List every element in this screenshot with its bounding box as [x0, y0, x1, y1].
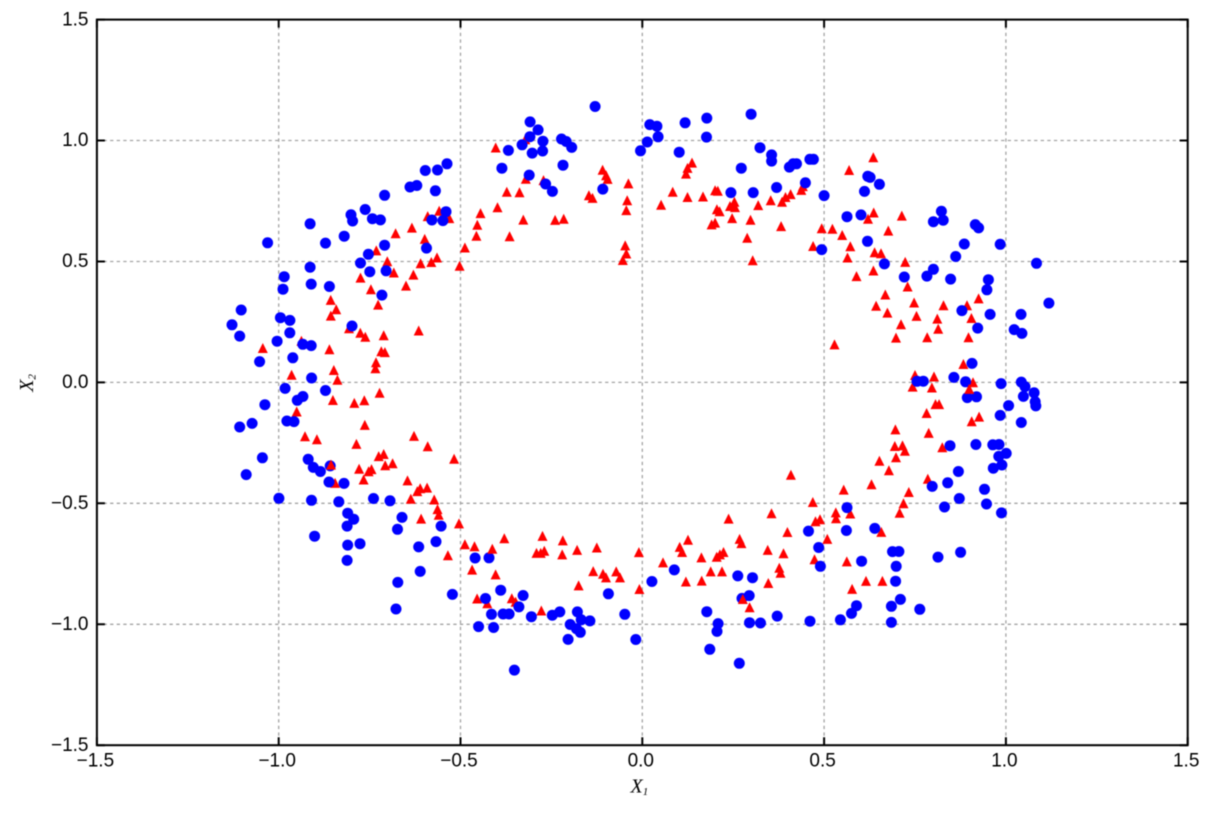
svg-text:0.5: 0.5 — [809, 751, 835, 772]
svg-text:−0.5: −0.5 — [440, 751, 478, 772]
svg-text:−1.0: −1.0 — [258, 751, 296, 772]
svg-text:−1.5: −1.5 — [51, 735, 89, 756]
svg-text:1.0: 1.0 — [62, 130, 88, 151]
svg-text:0.0: 0.0 — [62, 372, 88, 393]
svg-text:−1.0: −1.0 — [51, 614, 89, 635]
svg-text:0.0: 0.0 — [628, 751, 654, 772]
svg-text:1.5: 1.5 — [1173, 751, 1199, 772]
svg-text:−1.5: −1.5 — [77, 751, 115, 772]
svg-text:−0.5: −0.5 — [51, 493, 89, 514]
svg-text:1.5: 1.5 — [62, 9, 88, 30]
svg-text:0.5: 0.5 — [62, 251, 88, 272]
svg-text:1.0: 1.0 — [991, 751, 1017, 772]
